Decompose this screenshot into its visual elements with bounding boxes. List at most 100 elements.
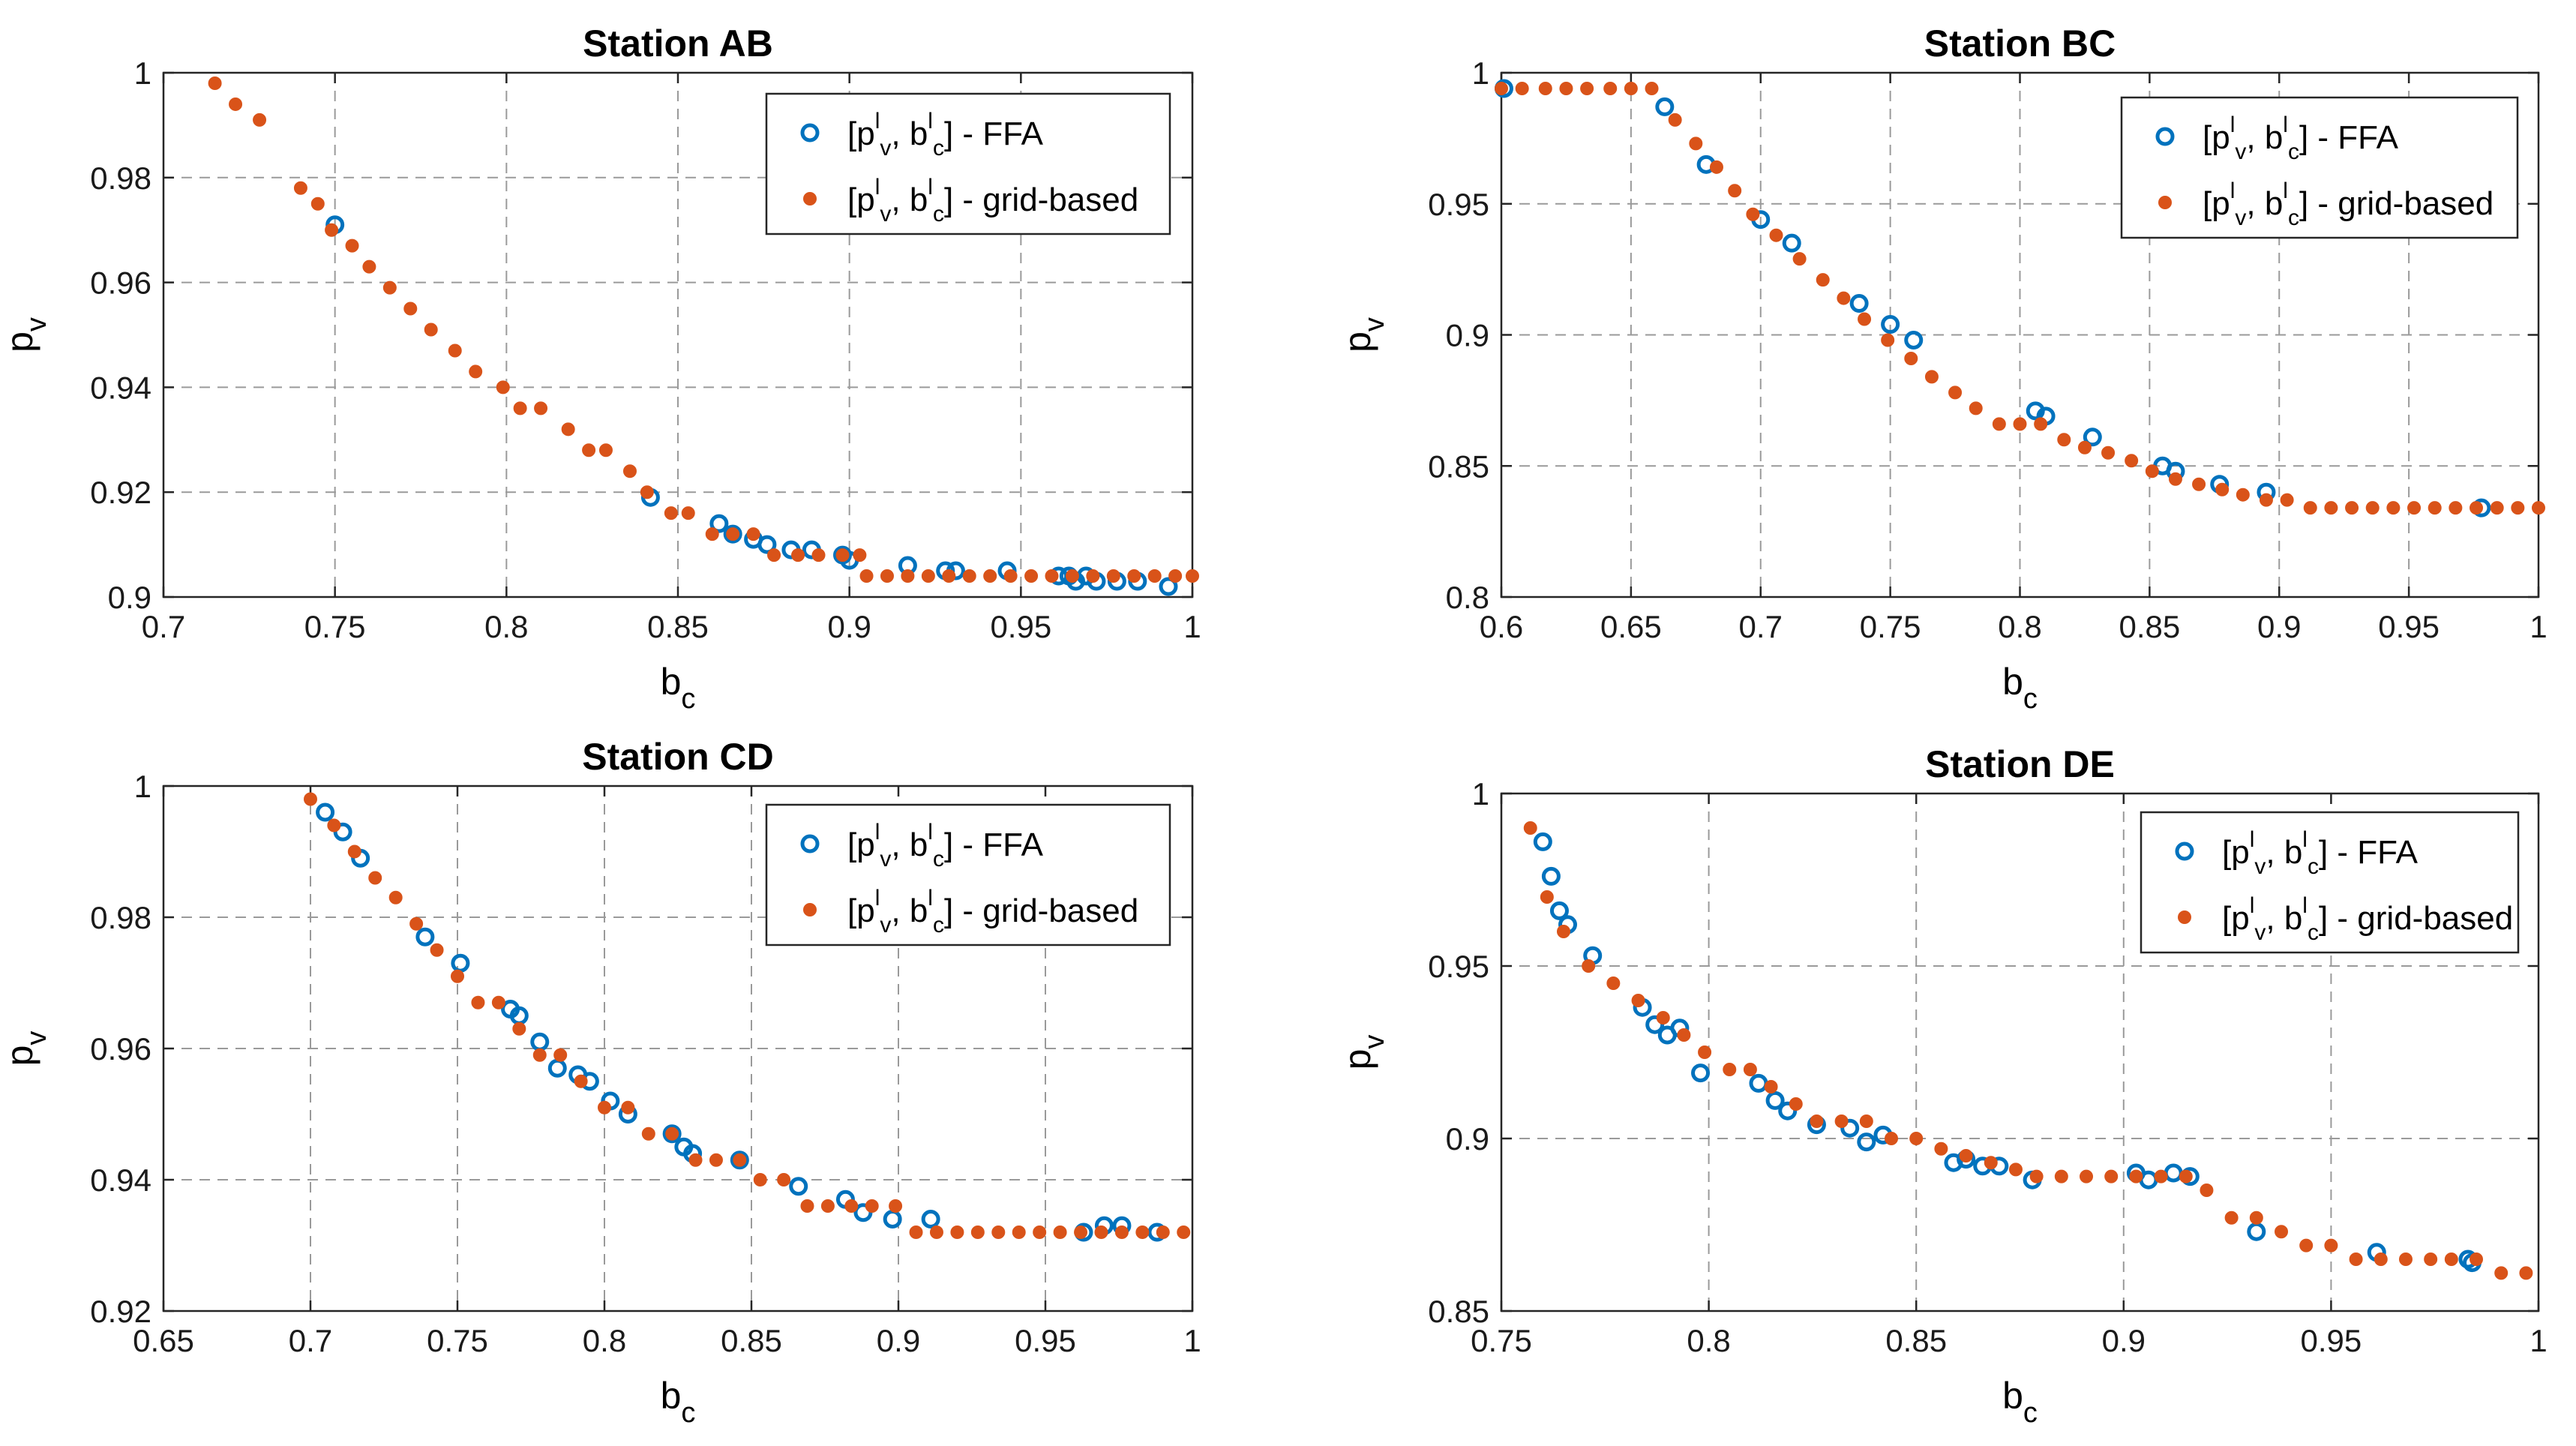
grid-based-point <box>2179 1169 2193 1184</box>
grid-based-point <box>534 401 548 416</box>
legend-box <box>2120 96 2519 239</box>
y-tick-label: 0.95 <box>1428 949 1489 984</box>
grid-based-point <box>665 1126 679 1141</box>
ffa-point <box>1782 233 1801 253</box>
grid-based-point <box>253 112 267 127</box>
grid-based-point <box>2215 482 2230 496</box>
x-axis-label-base: b <box>2002 661 2023 703</box>
grid-based-point <box>1053 1226 1067 1239</box>
grid-based-point <box>1523 821 1537 835</box>
grid-based-point <box>1746 207 1760 221</box>
grid-based-point <box>664 506 678 520</box>
legend-text-part: l <box>2302 827 2308 852</box>
x-tick-label: 0.95 <box>2301 1323 2362 1358</box>
grid-based-point <box>1106 569 1120 584</box>
grid-based-point <box>430 943 444 957</box>
grid-based-point <box>1858 312 1872 326</box>
grid-based-point <box>1515 81 1529 95</box>
ffa-point <box>921 1210 940 1228</box>
y-tick-label: 0.9 <box>1446 318 1489 353</box>
grid-based-point <box>641 1126 655 1141</box>
grid-based-point <box>2280 493 2294 507</box>
ffa-point <box>316 802 335 822</box>
x-tick-label: 0.95 <box>1015 1323 1076 1358</box>
legend-text-part: ] - FFA <box>2299 119 2399 156</box>
grid-based-point <box>1045 569 1059 584</box>
x-axis-label: bc <box>661 1375 696 1429</box>
grid-based-point <box>2444 1252 2458 1266</box>
ffa-point <box>2083 428 2102 447</box>
legend-text-part: [p <box>2203 119 2230 156</box>
grid-based-point <box>1677 1028 1691 1042</box>
grid-based-point <box>345 238 359 253</box>
grid-based-point <box>681 506 695 520</box>
subplot-4: 0.75 0.8 0.85 0.9 0.95 1 0.85 0.9 0.95 1 Station D… <box>1336 743 2548 1429</box>
grid-based-point <box>2532 501 2545 515</box>
grid-based-point <box>1156 1226 1170 1239</box>
y-tick-label: 0.94 <box>90 370 151 405</box>
grid-based-point <box>2029 1169 2044 1184</box>
legend-text-part: c <box>2308 920 2319 945</box>
legend: [plv, blc] - FFA[plv, blc] - grid-based <box>2120 96 2519 239</box>
legend-marker-ffa <box>2175 842 2194 861</box>
ffa-point <box>709 514 729 533</box>
grid-based-point <box>970 1226 985 1239</box>
legend-text-part: c <box>2288 206 2299 230</box>
grid-based-point <box>1924 370 1939 384</box>
legend-text-part: c <box>933 202 944 226</box>
y-axis-label-base: p <box>1336 332 1378 352</box>
grid-based-point <box>1094 1226 1108 1239</box>
legend-text-part: l <box>2230 112 2236 137</box>
grid-based-point <box>553 1048 568 1062</box>
grid-based-point <box>1723 1063 1737 1076</box>
grid-based-point <box>1540 890 1554 904</box>
legend-text-part: , b <box>2246 119 2283 156</box>
legend-text-part: l <box>2302 893 2308 918</box>
x-axis-label: bc <box>661 661 696 715</box>
ffa-point <box>757 535 777 554</box>
x-tick-label: 0.9 <box>2257 609 2301 644</box>
grid-based-point <box>1033 1226 1047 1239</box>
grid-based-point <box>853 548 867 562</box>
x-tick-label: 1 <box>2530 609 2547 644</box>
x-axis-label-sub: c <box>681 683 695 715</box>
grid-based-point <box>2490 501 2504 515</box>
grid-based-point <box>1904 351 1918 365</box>
series-grid-based <box>304 792 1191 1239</box>
grid-based-point <box>733 1153 747 1167</box>
grid-based-point <box>1769 228 1783 242</box>
y-tick-label: 0.96 <box>90 266 151 301</box>
ffa-point <box>530 1032 550 1052</box>
x-tick-label: 0.9 <box>877 1323 920 1358</box>
grid-based-point <box>1538 81 1552 95</box>
grid-based-point <box>1065 569 1079 584</box>
grid-based-point <box>388 890 403 904</box>
grid-based-point <box>1837 291 1851 305</box>
grid-based-point <box>2519 1266 2533 1280</box>
grid-based-point <box>777 1173 791 1186</box>
x-axis-label: bc <box>2002 1375 2038 1429</box>
grid-based-point <box>2054 1169 2068 1184</box>
y-tick-label: 0.92 <box>90 475 151 510</box>
legend-text-part: l <box>875 820 880 844</box>
grid-based-point <box>1668 112 1682 127</box>
grid-based-point <box>382 280 397 295</box>
grid-based-point <box>800 1199 814 1213</box>
grid-based-point <box>347 844 361 859</box>
legend-entry: [plv, blc] - FFA <box>2222 827 2419 879</box>
legend-text-part: ] - grid-based <box>2299 185 2494 222</box>
grid-based-point <box>880 569 894 584</box>
x-tick-label: 0.8 <box>583 1323 626 1358</box>
y-tick-label: 0.92 <box>90 1294 151 1329</box>
grid-based-point <box>859 569 874 584</box>
grid-based-point <box>2192 477 2206 491</box>
legend-text-part: v <box>2235 206 2246 230</box>
grid-based-point <box>1789 1097 1803 1111</box>
grid-based-point <box>598 443 613 458</box>
x-tick-label: 0.9 <box>827 609 871 644</box>
grid-based-point <box>2200 1184 2214 1197</box>
grid-based-point <box>496 380 510 394</box>
ffa-point <box>1840 1118 1860 1138</box>
y-axis-label: pv <box>1336 1035 1390 1070</box>
